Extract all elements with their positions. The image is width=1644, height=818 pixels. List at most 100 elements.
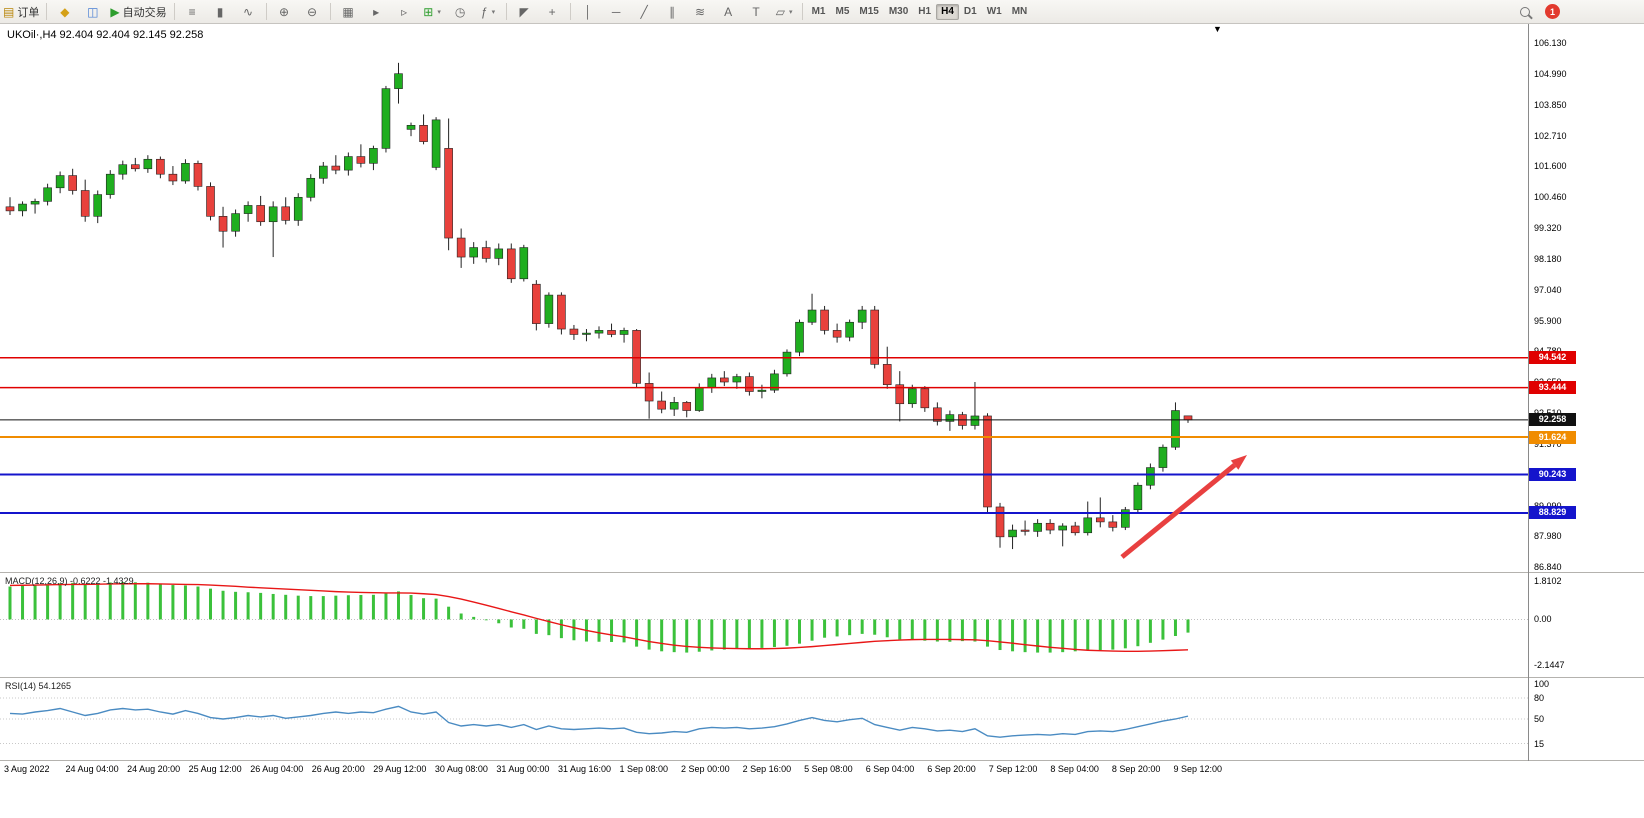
rsi-scale-label: 15 (1534, 738, 1545, 749)
candle-body (318, 165, 328, 179)
autotrading-icon: ▶ (110, 4, 120, 19)
toolbar-separator (46, 3, 48, 20)
candle-body (394, 73, 403, 89)
new-chart-dropdown-icon: ▾ (437, 8, 441, 16)
candle-body (331, 165, 341, 171)
time-label: 26 Aug 04:00 (250, 764, 304, 774)
macd-indicator-pane[interactable] (0, 573, 1528, 677)
clock-icon: ◷ (454, 4, 466, 19)
auto-scroll-button[interactable]: ▸ (363, 2, 390, 22)
line-chart-button[interactable]: ∿ (235, 2, 262, 22)
time-label: 26 Aug 20:00 (311, 764, 365, 774)
horizontal-line-icon: ─ (611, 4, 621, 19)
candle-body (506, 248, 516, 280)
candle-body (206, 186, 215, 217)
timeframe-h1-button[interactable]: H1 (918, 5, 932, 17)
price-scale-label: 86.840 (1534, 561, 1562, 572)
chart-area: UKOil·,H4 92.404 92.404 92.145 92.258 ▼ … (0, 24, 1644, 818)
indicators-button[interactable]: ƒ ▾ (475, 2, 502, 22)
candle-body (1171, 410, 1180, 448)
text-button[interactable]: A (715, 2, 742, 22)
new-order-icon: ▤ (3, 4, 15, 19)
candle-body (720, 377, 729, 383)
candlestick-chart[interactable] (0, 24, 1528, 572)
zoom-in-button[interactable]: ⊕ (271, 2, 298, 22)
candle-body (644, 383, 654, 402)
fibonacci-button[interactable]: ≋ (687, 2, 714, 22)
vertical-line-button[interactable]: │ (575, 2, 602, 22)
rsi-line (9, 705, 1189, 738)
search-button[interactable] (1511, 2, 1538, 22)
candle-body (807, 309, 817, 323)
timeframe-m5-button[interactable]: M5 (835, 5, 850, 17)
zoom-out-button[interactable]: ⊖ (299, 2, 326, 22)
time-label: 8 Sep 04:00 (1050, 764, 1099, 774)
timeframe-m30-button[interactable]: M30 (888, 5, 909, 17)
label-button[interactable]: T (743, 2, 770, 22)
notification-badge[interactable]: 1 (1545, 4, 1560, 19)
new-order-button-label: 订单 (17, 6, 40, 19)
cursor-icon: ◤ (519, 4, 529, 19)
toolbar-separator (173, 3, 175, 20)
pane-separator[interactable] (0, 572, 1644, 573)
new-order-button[interactable]: ▤ 订单 (0, 2, 42, 22)
charts-icon: ◆ (60, 4, 70, 19)
candle-body (770, 373, 779, 391)
candle-body (1108, 521, 1118, 528)
candle-body (231, 213, 240, 232)
time-label: 31 Aug 00:00 (496, 764, 550, 774)
time-label: 5 Sep 08:00 (804, 764, 853, 774)
timeframe-m1-button[interactable]: M1 (811, 5, 826, 17)
timeframe-h4-button[interactable]: H4 (936, 3, 959, 20)
candle-body (419, 125, 428, 142)
time-label: 1 Sep 08:00 (619, 764, 669, 774)
charts-button[interactable]: ◆ (51, 2, 78, 22)
timeframe-mn-button[interactable]: MN (1011, 5, 1028, 17)
timeframe-w1-button[interactable]: W1 (986, 5, 1002, 17)
channel-button[interactable]: ∥ (659, 2, 686, 22)
chart-title: UKOil·,H4 92.404 92.404 92.145 92.258 (7, 29, 204, 41)
candlestick-chart-icon: ▮ (216, 4, 224, 19)
candle-body (757, 389, 767, 392)
annotation-arrow[interactable] (1120, 463, 1237, 559)
rsi-scale-label: 80 (1534, 693, 1545, 703)
tile-windows-button[interactable]: ▦ (335, 2, 362, 22)
crosshair-button[interactable]: + (539, 2, 566, 22)
candle-body (181, 163, 190, 182)
candle-body (381, 88, 391, 149)
candle-body (1058, 525, 1067, 531)
profile-button[interactable]: ◫ (79, 2, 106, 22)
candle-body (795, 321, 804, 353)
time-label: 3 Aug 2022 (4, 764, 50, 774)
chart-shift-button[interactable]: ▹ (391, 2, 418, 22)
shapes-icon: ▱ (775, 4, 785, 19)
price-scale-label: 90.230 (1534, 469, 1562, 480)
candlestick-chart-button[interactable]: ▮ (207, 2, 234, 22)
candle-body (845, 321, 854, 338)
bar-chart-button[interactable]: ≡ (179, 2, 206, 22)
shapes-dropdown-icon: ▾ (788, 8, 793, 16)
candle-body (1158, 446, 1168, 468)
price-scale-label: 104.990 (1534, 68, 1567, 79)
time-label: 8 Sep 20:00 (1111, 764, 1161, 774)
candle-body (218, 216, 228, 232)
pane-separator[interactable] (0, 677, 1644, 678)
macd-signal-line (9, 583, 1189, 653)
chart-shift-marker[interactable]: ▼ (1213, 24, 1222, 34)
trendline-button[interactable]: ╱ (631, 2, 658, 22)
new-chart-button[interactable]: ⊞ ▾ (419, 2, 446, 22)
clock-button[interactable]: ◷ (447, 2, 474, 22)
candle-body (832, 330, 842, 338)
candle-body (544, 294, 554, 324)
timeframe-d1-button[interactable]: D1 (963, 5, 977, 17)
shapes-button[interactable]: ▱ ▾ (771, 2, 798, 22)
timeframe-m15-button[interactable]: M15 (859, 5, 879, 17)
bar-chart-icon: ≡ (188, 4, 196, 19)
horizontal-line-button[interactable]: ─ (603, 2, 630, 22)
candle-body (619, 330, 629, 335)
candle-body (1033, 522, 1042, 532)
rsi-indicator-pane[interactable] (0, 678, 1528, 760)
autotrading-button[interactable]: ▶ 自动交易 (107, 2, 169, 22)
candle-body (494, 248, 504, 259)
cursor-button[interactable]: ◤ (511, 2, 538, 22)
